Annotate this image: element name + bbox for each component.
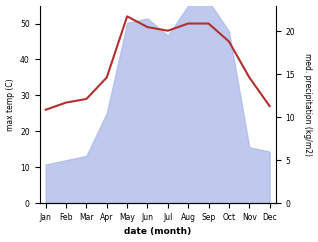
Y-axis label: med. precipitation (kg/m2): med. precipitation (kg/m2): [303, 53, 313, 156]
X-axis label: date (month): date (month): [124, 227, 191, 236]
Y-axis label: max temp (C): max temp (C): [5, 78, 15, 131]
